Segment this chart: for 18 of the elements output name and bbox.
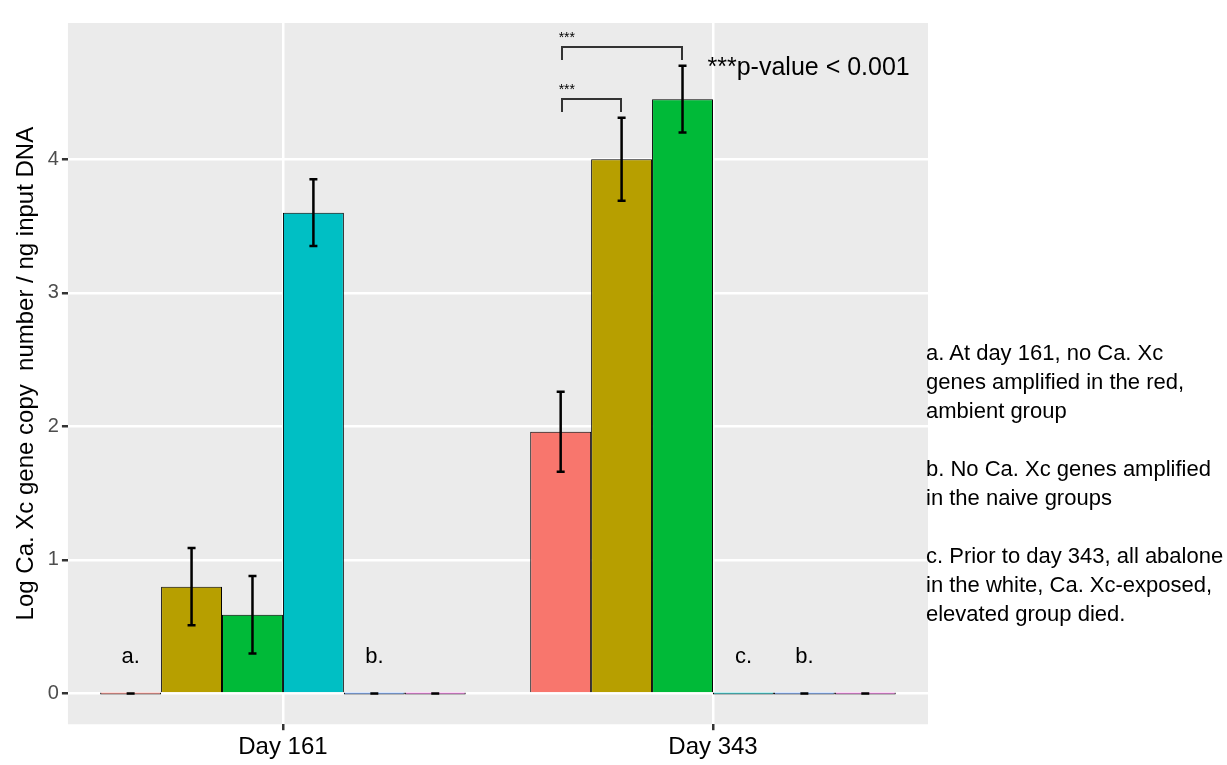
y-tick-label: 3: [47, 280, 59, 303]
annotation: ***p-value < 0.001: [707, 51, 910, 80]
y-tick-label: 0: [47, 681, 59, 703]
annotation: a.: [121, 642, 140, 668]
annotation: ***: [558, 80, 576, 97]
annotation: a. At day 161, no Ca. Xc genes amplified in the red, ambient group: [926, 339, 1186, 425]
y-tick-label: 4: [47, 146, 59, 169]
annotation: c.: [734, 642, 752, 668]
annotation: c. Prior to day 343, all abalone in the white, Ca. Xc-exposed, elevated group died.: [926, 542, 1225, 628]
y-tick-label: 1: [47, 547, 59, 570]
annotation: b.: [365, 642, 384, 668]
y-tick-label: 2: [47, 413, 59, 436]
annotation: ***: [558, 28, 576, 45]
x-tick-label: Day 161: [238, 732, 328, 760]
y-axis-title: Log Ca. Xc gene copy number / ng input DNA: [11, 126, 39, 621]
annotation: b. No Ca. Xc genes amplified in the naive groups: [926, 455, 1212, 512]
x-tick-label: Day 343: [668, 732, 758, 760]
annotation: b.: [795, 642, 814, 668]
